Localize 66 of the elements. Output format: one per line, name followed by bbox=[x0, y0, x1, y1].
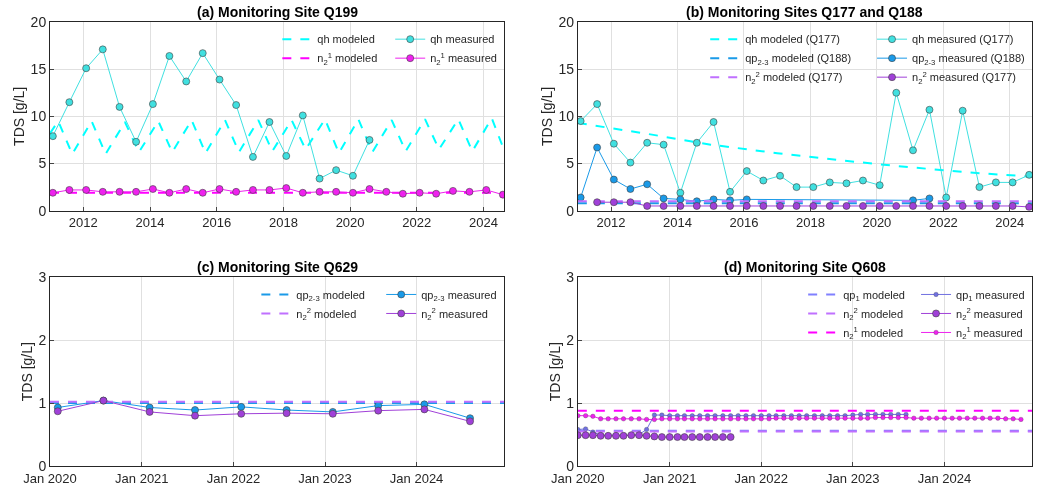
x-tick-label: 2012 bbox=[596, 215, 626, 231]
x-tick-label: 2014 bbox=[663, 215, 692, 231]
legend-label: n$_{2}$$^{2}$ measured bbox=[421, 306, 488, 323]
y-tick-label: 1 bbox=[566, 395, 575, 411]
y-tick-label: 2 bbox=[566, 332, 575, 349]
legend-label: qp$_{2-3}$ modeled bbox=[296, 288, 365, 304]
y-tick-label: 20 bbox=[30, 13, 47, 30]
x-tick-label: 2024 bbox=[995, 215, 1025, 231]
y-tick-label: 2 bbox=[38, 332, 47, 349]
y-axis-title: TDS [g/L] bbox=[19, 342, 35, 402]
x-tick-label: 2018 bbox=[796, 215, 825, 231]
legend-label: n$_{2}$$^{2}$ measured bbox=[956, 306, 1023, 323]
legend-label: qp$_{2-3}$ measured bbox=[421, 288, 497, 304]
y-tick-label: 5 bbox=[38, 155, 47, 172]
x-tick-label: 2022 bbox=[928, 215, 958, 231]
x-tick-label: 2020 bbox=[335, 215, 365, 231]
x-tick-label: Jan 2024 bbox=[389, 470, 444, 486]
x-tick-label: 2012 bbox=[68, 215, 98, 231]
legend-label: qh measured bbox=[430, 33, 495, 46]
legend-label: n$_{2}$$^{2}$ modeled bbox=[296, 306, 357, 323]
legend-label: qp$_{2-3}$ measured (Q188) bbox=[912, 52, 1025, 67]
x-tick-label: 2016 bbox=[202, 215, 232, 231]
y-tick-label: 3 bbox=[38, 269, 47, 286]
legend-label: qh measured (Q177) bbox=[912, 33, 1014, 46]
y-tick-label: 10 bbox=[30, 108, 47, 125]
x-tick-label: Jan 2022 bbox=[206, 470, 261, 486]
y-tick-label: 5 bbox=[566, 155, 575, 172]
x-tick-label: 2016 bbox=[729, 215, 759, 231]
legend-label: n$_{2}$$^{2}$ modeled (Q177) bbox=[745, 69, 843, 86]
x-tick-label: Jan 2022 bbox=[734, 470, 789, 486]
x-tick-label: 2020 bbox=[862, 215, 892, 231]
legend-label: n$_{2}$$^{2}$ modeled bbox=[843, 306, 904, 323]
legend-label: qp$_{2-3}$ modeled (Q188) bbox=[745, 52, 852, 67]
legend-label: qh modeled (Q177) bbox=[745, 33, 840, 46]
chart-title: (d) Monitoring Site Q608 bbox=[724, 259, 886, 275]
x-tick-label: Jan 2021 bbox=[642, 470, 697, 486]
x-tick-label: Jan 2023 bbox=[826, 470, 880, 486]
y-tick-label: 0 bbox=[38, 202, 47, 219]
x-tick-label: Jan 2024 bbox=[917, 470, 972, 486]
legend-label: n$_{2}$$^{1}$ modeled bbox=[317, 50, 378, 67]
y-tick-label: 0 bbox=[566, 202, 575, 219]
y-tick-label: 15 bbox=[558, 61, 575, 78]
x-tick-label: Jan 2021 bbox=[115, 470, 169, 486]
y-axis-title: TDS [g/L] bbox=[11, 86, 28, 146]
legend-label: qp$_{1}$ modeled bbox=[843, 288, 905, 304]
legend-label: n$_{2}$$^{1}$ modeled bbox=[843, 325, 904, 342]
chart-title: (a) Monitoring Site Q199 bbox=[197, 4, 359, 20]
y-tick-label: 10 bbox=[558, 108, 575, 125]
x-tick-label: 2014 bbox=[135, 215, 165, 231]
legend-label: n$_{2}$$^{1}$ measured bbox=[956, 325, 1023, 342]
y-tick-label: 1 bbox=[38, 395, 47, 411]
y-tick-label: 3 bbox=[566, 269, 575, 286]
legend-label: qh modeled bbox=[317, 33, 375, 46]
x-tick-label: 2022 bbox=[402, 215, 432, 231]
chart-title: (b) Monitoring Sites Q177 and Q188 bbox=[686, 4, 923, 20]
y-axis-title: TDS [g/L] bbox=[539, 86, 556, 146]
y-axis-title: TDS [g/L] bbox=[546, 342, 563, 402]
x-tick-label: Jan 2023 bbox=[298, 470, 352, 486]
y-tick-label: 15 bbox=[30, 61, 47, 78]
x-tick-label: 2018 bbox=[268, 215, 298, 231]
legend-label: qp$_{1}$ measured bbox=[956, 288, 1025, 304]
y-tick-label: 20 bbox=[558, 13, 575, 30]
legend-label: n$_{2}$$^{2}$ measured (Q177) bbox=[912, 69, 1016, 86]
x-tick-label: 2024 bbox=[468, 215, 498, 231]
legend-label: n$_{2}$$^{1}$ measured bbox=[430, 50, 497, 67]
chart-title: (c) Monitoring Site Q629 bbox=[197, 259, 359, 275]
